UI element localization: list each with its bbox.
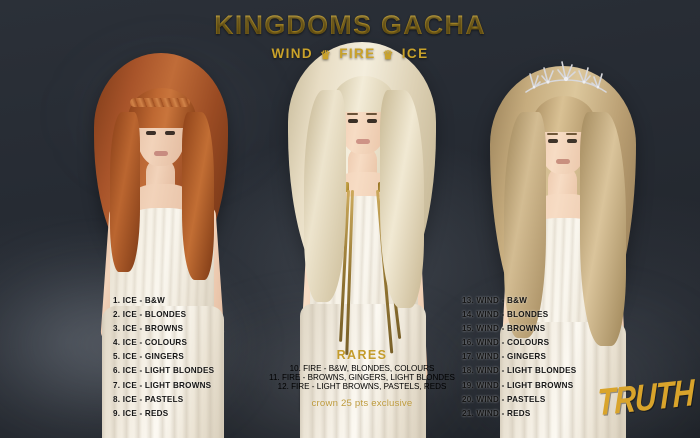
list-item: 13. WIND - B&W bbox=[462, 296, 528, 305]
wind-options-list: 13. WIND - B&W 14. WIND - BLONDES 15. WI… bbox=[462, 294, 576, 421]
list-item: 2. ICE - BLONDES bbox=[113, 310, 187, 320]
rares-heading: RARES bbox=[336, 348, 388, 362]
model-center-lips bbox=[356, 139, 370, 144]
list-item: 20. WIND - PASTELS bbox=[462, 394, 546, 404]
crown-icon: ♛ bbox=[382, 47, 395, 62]
subtitle-ice: ICE bbox=[401, 46, 429, 61]
exclusive-note: crown 25 pts exclusive bbox=[311, 398, 413, 409]
model-left-eye-left bbox=[165, 131, 175, 135]
model-center-eye-right bbox=[348, 119, 358, 123]
page-title: KINGDOMS GACHA bbox=[0, 10, 700, 41]
model-left-dress-skirt bbox=[102, 306, 224, 438]
brand-logo-text: TRUTH bbox=[597, 372, 694, 425]
model-center-eye-left bbox=[367, 119, 377, 123]
list-item: 7. ICE - LIGHT BROWNS bbox=[113, 380, 212, 390]
model-right-hair-wave-right bbox=[504, 112, 546, 338]
model-right-eye-right bbox=[548, 139, 558, 143]
model-center-dress-skirt bbox=[300, 304, 426, 438]
crown-icon: ♛ bbox=[320, 47, 333, 62]
model-left bbox=[58, 38, 268, 438]
list-item: 3. ICE - BROWNS bbox=[113, 324, 184, 334]
list-item: 1. ICE - B&W bbox=[113, 296, 166, 305]
model-right-brow-right bbox=[547, 133, 558, 135]
list-item: 9. ICE - REDS bbox=[113, 408, 169, 418]
list-item: 15. WIND - BROWNS bbox=[462, 324, 546, 334]
model-left-hair-side-right bbox=[110, 112, 140, 272]
model-center-hair-wave-right bbox=[304, 90, 346, 302]
model-center-brow-left bbox=[366, 113, 377, 115]
ice-options-list: 1. ICE - B&W 2. ICE - BLONDES 3. ICE - B… bbox=[113, 294, 214, 421]
model-center-hair-wave-left bbox=[380, 90, 424, 308]
list-item: 11. FIRE - BROWNS, GINGERS, LIGHT BLONDE… bbox=[269, 373, 455, 382]
list-item: 10. FIRE - B&W, BLONDES, COLOURS bbox=[289, 364, 435, 373]
list-item: 14. WIND - BLONDES bbox=[462, 310, 549, 320]
list-item: 5. ICE - GINGERS bbox=[113, 352, 185, 362]
brand-logo: TRUTH bbox=[596, 373, 696, 425]
model-left-eye-right bbox=[146, 131, 156, 135]
subtitle-fire: FIRE bbox=[339, 46, 376, 61]
model-center bbox=[252, 28, 472, 438]
model-right-hair-wave-left bbox=[580, 112, 626, 346]
header: KINGDOMS GACHA WIND ♛ FIRE ♛ ICE bbox=[0, 0, 700, 61]
model-right bbox=[448, 38, 668, 438]
list-item: 16. WIND - COLOURS bbox=[462, 338, 550, 348]
list-item: 18. WIND - LIGHT BLONDES bbox=[462, 366, 577, 376]
list-item: 17. WIND - GINGERS bbox=[462, 352, 547, 362]
list-item: 6. ICE - LIGHT BLONDES bbox=[113, 366, 215, 376]
list-item: 19. WIND - LIGHT BROWNS bbox=[462, 380, 574, 390]
model-right-lips bbox=[556, 159, 570, 164]
list-item: 8. ICE - PASTELS bbox=[113, 394, 184, 404]
model-right-crown-icon bbox=[520, 52, 612, 96]
model-right-eye-left bbox=[567, 139, 577, 143]
rares-block: RARES 10. FIRE - B&W, BLONDES, COLOURS 1… bbox=[262, 348, 462, 409]
model-right-brow-left bbox=[566, 133, 577, 135]
list-item: 21. WIND - REDS bbox=[462, 408, 531, 418]
model-left-lips bbox=[154, 151, 168, 156]
subtitle-wind: WIND bbox=[271, 46, 314, 61]
model-left-hair-side-left bbox=[182, 112, 214, 280]
list-item: 12. FIRE - LIGHT BROWNS, PASTELS, REDS bbox=[277, 382, 447, 391]
subtitle: WIND ♛ FIRE ♛ ICE bbox=[0, 46, 700, 61]
model-left-hair-braid bbox=[130, 98, 190, 107]
list-item: 4. ICE - COLOURS bbox=[113, 338, 188, 348]
model-center-brow-right bbox=[347, 113, 358, 115]
